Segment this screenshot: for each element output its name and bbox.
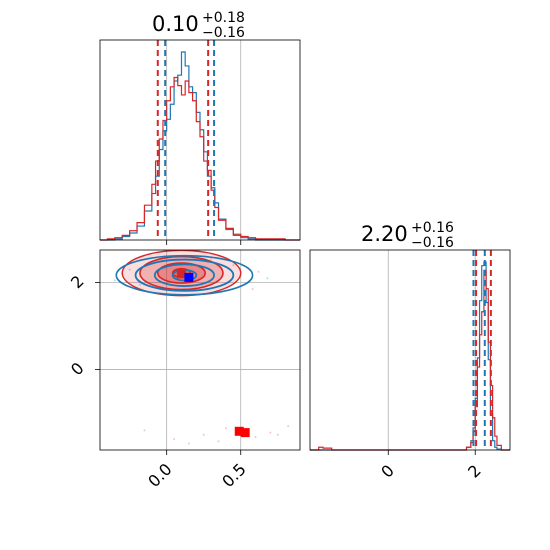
- sample-point: [257, 270, 260, 273]
- y-lower-error: −0.16: [411, 235, 454, 251]
- x-median-value: 0.10: [152, 12, 199, 36]
- sample-point: [224, 427, 227, 430]
- y-hist-tick-label: 2: [464, 461, 485, 482]
- y-histogram-panel: 0 2 2.20 +0.16 −0.16: [309, 220, 511, 482]
- x-hist-histogram-step: [100, 76, 300, 241]
- joint-density-panel: 0.0 0.5 0 2: [67, 249, 301, 491]
- joint-y-tick-label: 0: [67, 359, 88, 380]
- sample-point: [251, 288, 254, 291]
- sample-point: [266, 277, 269, 280]
- blue-contour: [153, 263, 215, 287]
- point-marker: [234, 426, 244, 436]
- sample-point: [210, 257, 213, 260]
- sample-point: [128, 268, 131, 271]
- sample-point: [173, 438, 176, 441]
- joint-x-tick-label: 0.0: [144, 460, 175, 491]
- sample-point: [232, 264, 235, 267]
- x-histogram-panel: 0.10 +0.18 −0.16: [99, 10, 301, 245]
- sample-point: [217, 440, 220, 443]
- y-hist-tick-label: 0: [377, 461, 398, 482]
- joint-y-tick-label: 2: [67, 272, 88, 293]
- y-histogram-title: 2.20: [361, 222, 408, 246]
- sample-point: [276, 433, 279, 436]
- sample-point: [187, 442, 190, 445]
- sample-point: [254, 435, 257, 438]
- y-upper-error: +0.16: [411, 220, 454, 236]
- x-upper-error: +0.18: [202, 10, 245, 26]
- x-histogram-frame: [100, 40, 300, 240]
- point-marker: [176, 269, 186, 279]
- x-histogram-title: 0.10: [152, 12, 199, 36]
- sample-point: [269, 431, 272, 434]
- blue-contour: [115, 254, 254, 296]
- sample-point: [287, 425, 290, 428]
- blue-contour: [134, 258, 235, 292]
- point-marker: [184, 272, 194, 282]
- joint-density-frame: [100, 250, 300, 450]
- y-median-value: 2.20: [361, 222, 408, 246]
- sample-point: [139, 283, 141, 286]
- sample-point: [202, 433, 205, 436]
- sample-point: [113, 279, 116, 282]
- x-lower-error: −0.16: [202, 25, 245, 41]
- point-marker: [240, 428, 250, 438]
- joint-x-tick-label: 0.5: [218, 460, 249, 491]
- sample-point: [143, 429, 146, 432]
